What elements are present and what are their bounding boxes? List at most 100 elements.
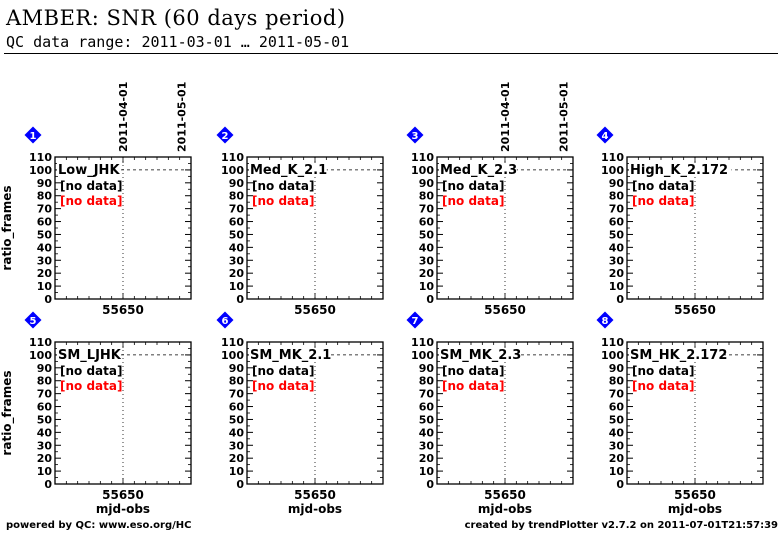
no-data-label: [no data] [252,364,314,378]
x-tick-label: 55650 [484,303,526,317]
y-tick-label: 0 [426,293,434,306]
y-tick-label: 0 [44,293,52,306]
y-tick-label: 70 [37,203,53,216]
y-tick-label: 10 [229,465,245,478]
no-data-label-secondary: [no data] [632,194,694,208]
y-tick-label: 60 [229,401,245,414]
panel-number-marker [216,126,234,144]
y-axis-label: ratio_frames [0,370,15,455]
y-tick-label: 40 [37,241,53,254]
no-data-label: [no data] [442,179,504,193]
panel-title-bg [57,348,119,361]
y-tick-label: 10 [37,280,53,293]
y-tick-label: 30 [419,254,435,267]
y-tick-label: 100 [601,349,624,362]
x-tick-label: 55650 [484,488,526,502]
y-tick-label: 0 [426,478,434,491]
y-tick-label: 80 [229,190,245,203]
y-tick-label: 70 [609,203,625,216]
y-tick-label: 100 [411,349,434,362]
panel-title: Low_JHK [58,163,120,178]
panel-title-bg [629,348,724,361]
y-tick-label: 30 [609,439,625,452]
y-tick-label: 60 [37,401,53,414]
y-tick-label: 10 [609,465,625,478]
no-data-label: [no data] [442,364,504,378]
y-tick-label: 90 [609,362,625,375]
no-data-label-secondary: [no data] [252,379,314,393]
panel-title-bg [629,163,732,176]
panel-title: Med_K_2.3 [440,163,517,178]
y-tick-label: 90 [37,362,53,375]
x-tick-label: 55650 [674,303,716,317]
y-tick-label: 50 [609,228,625,241]
y-tick-label: 30 [37,254,53,267]
y-tick-label: 10 [37,465,53,478]
y-tick-label: 90 [229,177,245,190]
x-tick-label: 55650 [674,488,716,502]
panel-number: 2 [222,131,229,142]
panel-number: 4 [602,131,609,142]
no-data-label-secondary: [no data] [252,194,314,208]
y-tick-label: 90 [419,177,435,190]
y-axis-label: ratio_frames [0,185,15,270]
y-tick-label: 40 [609,241,625,254]
y-tick-label: 70 [419,388,435,401]
page-title: AMBER: SNR (60 days period) [6,6,346,30]
y-tick-label: 60 [419,216,435,229]
y-tick-label: 20 [37,267,53,280]
panel-title: Med_K_2.1 [250,163,327,178]
y-tick-label: 80 [37,375,53,388]
date-marker-label: 2011-04-01 [499,82,512,152]
no-data-label: [no data] [60,364,122,378]
x-axis-label: mjd-obs [288,502,342,516]
y-tick-label: 70 [609,388,625,401]
panel-number: 1 [30,131,37,142]
panel-title-bg [249,163,327,176]
panel-title-bg [249,348,327,361]
y-tick-label: 30 [37,439,53,452]
y-tick-label: 30 [229,439,245,452]
x-axis-label: mjd-obs [478,502,532,516]
y-tick-label: 110 [29,336,52,349]
no-data-label-secondary: [no data] [442,379,504,393]
y-tick-label: 100 [601,164,624,177]
y-tick-label: 80 [609,375,625,388]
y-tick-label: 80 [419,375,435,388]
chart-panel-5: 010203040506070809010011055650SM_LJHK[no… [0,311,192,516]
y-tick-label: 70 [229,388,245,401]
y-tick-label: 0 [236,293,244,306]
no-data-label-secondary: [no data] [632,379,694,393]
y-tick-label: 10 [229,280,245,293]
y-tick-label: 20 [419,267,435,280]
no-data-label-secondary: [no data] [60,194,122,208]
x-tick-label: 55650 [102,488,144,502]
panel-number-marker [596,126,614,144]
y-tick-label: 20 [609,267,625,280]
y-tick-label: 50 [419,228,435,241]
y-tick-label: 80 [37,190,53,203]
panel-title: SM_MK_2.3 [440,348,521,363]
y-tick-label: 30 [229,254,245,267]
footer-credit: powered by QC: www.eso.org/HC [6,520,192,531]
panel-number: 8 [602,316,609,327]
y-tick-label: 60 [229,216,245,229]
y-tick-label: 30 [419,439,435,452]
y-tick-label: 110 [29,151,52,164]
chart-panel-6: 010203040506070809010011055650SM_MK_2.1[… [216,311,384,516]
x-axis-label: mjd-obs [668,502,722,516]
panel-title: High_K_2.172 [630,163,728,178]
y-tick-label: 110 [601,151,624,164]
y-tick-label: 90 [419,362,435,375]
y-tick-label: 0 [44,478,52,491]
y-tick-label: 60 [419,401,435,414]
y-tick-label: 40 [229,241,245,254]
panel-number-marker [596,311,614,329]
x-tick-label: 55650 [294,303,336,317]
y-tick-label: 100 [221,164,244,177]
